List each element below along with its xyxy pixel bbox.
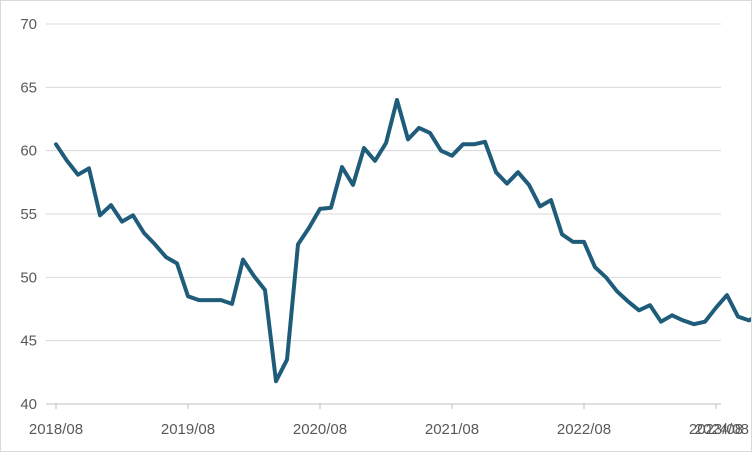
x-tick-label: 2024/08 — [695, 421, 749, 438]
y-tick-label: 40 — [20, 396, 37, 413]
x-tick-label: 2021/08 — [425, 421, 479, 438]
y-tick-label: 50 — [20, 269, 37, 286]
x-tick-label: 2022/08 — [557, 421, 611, 438]
y-tick-label: 45 — [20, 333, 37, 350]
y-tick-label: 70 — [20, 16, 37, 33]
x-tick-label: 2018/08 — [29, 421, 83, 438]
x-tick-label: 2019/08 — [161, 421, 215, 438]
y-tick-label: 55 — [20, 206, 37, 223]
x-tick-label: 2020/08 — [293, 421, 347, 438]
y-tick-label: 65 — [20, 79, 37, 96]
y-tick-label: 60 — [20, 143, 37, 160]
series-line — [54, 98, 751, 384]
x-tick-label: 2023/08 — [689, 421, 743, 438]
